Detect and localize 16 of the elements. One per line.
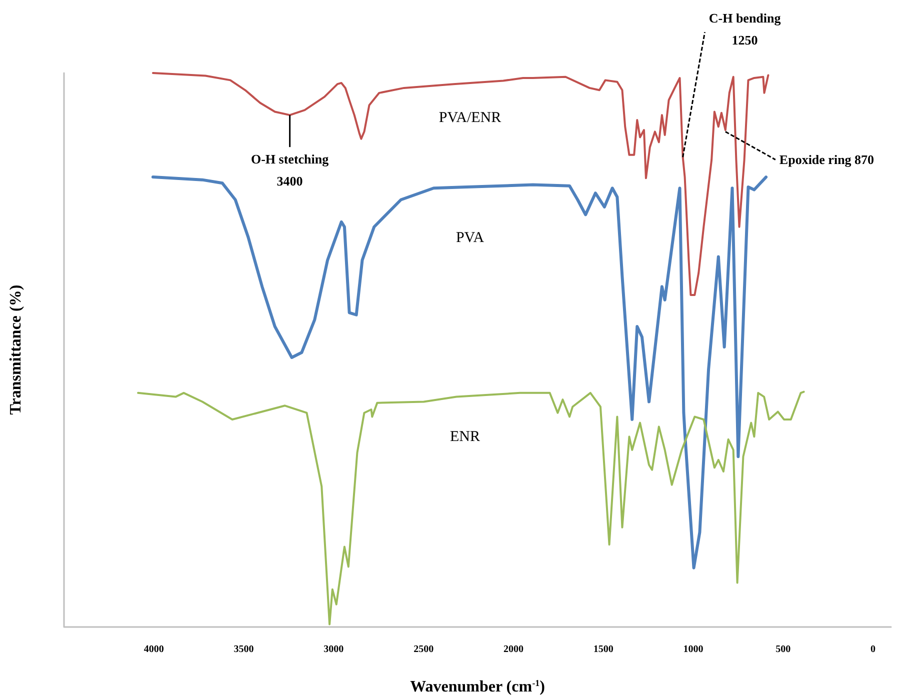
annotation: Epoxide ring 870 <box>779 152 874 168</box>
x-tick-label: 2000 <box>503 644 524 655</box>
x-tick-label: 3500 <box>234 644 254 655</box>
text: PVA <box>456 230 484 246</box>
text: ENR <box>450 429 480 445</box>
x-tick-label: 0 <box>870 644 876 655</box>
x-tick-label: 500 <box>776 644 791 655</box>
annotation: C-H bending 1250 <box>708 10 782 48</box>
x-tick-label: 3000 <box>324 644 344 655</box>
y-axis-title: Transmittance (%) <box>8 284 24 415</box>
annotation: O-H stetching 3400 <box>250 152 330 189</box>
x-tick-label: 1500 <box>593 644 614 655</box>
series-label: PVA/ENR <box>438 110 502 126</box>
x-tick-label: 1000 <box>683 644 704 655</box>
x-tick-label: 2500 <box>414 644 434 655</box>
x-tick-label: 4000 <box>144 644 164 655</box>
